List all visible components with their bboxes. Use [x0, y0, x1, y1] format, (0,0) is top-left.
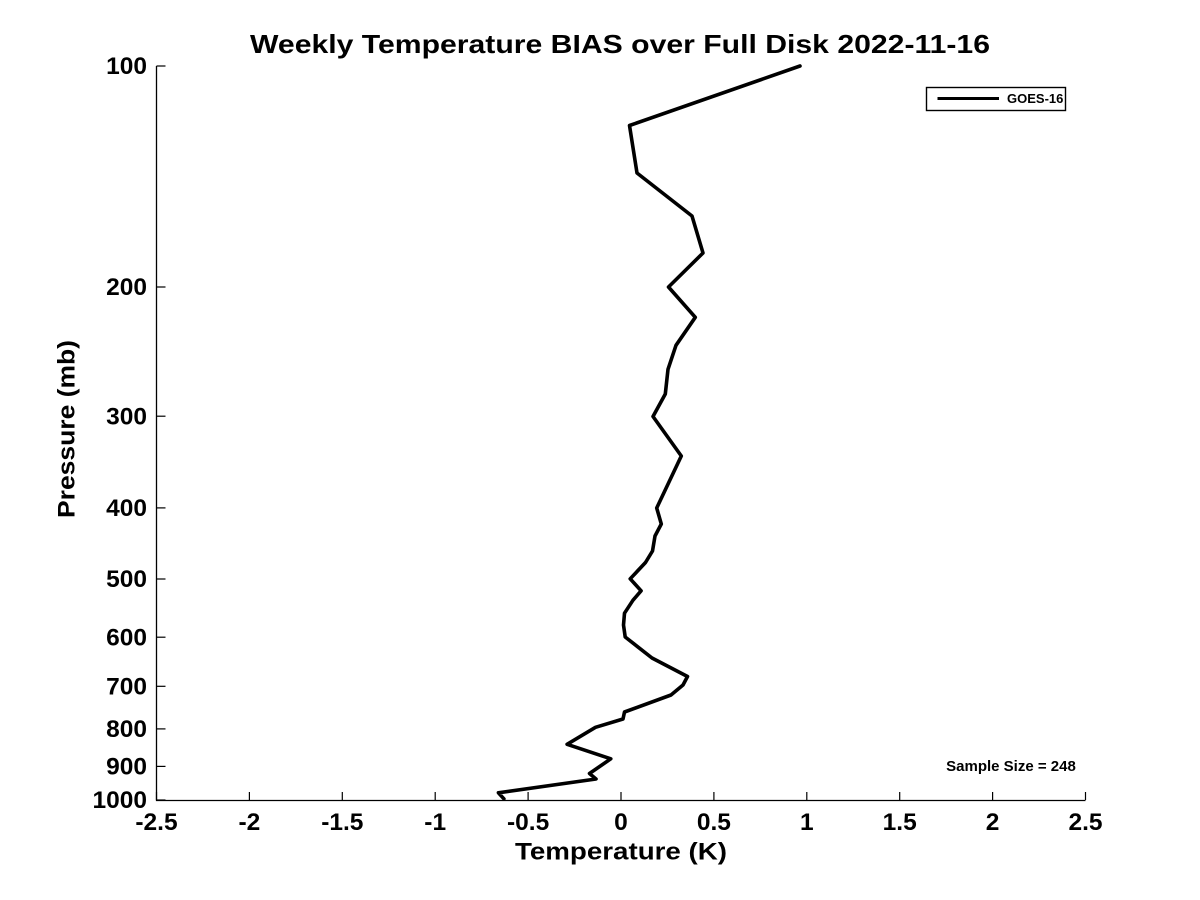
svg-text:0.5: 0.5 — [697, 809, 731, 836]
svg-text:2: 2 — [986, 809, 1000, 836]
svg-text:0: 0 — [614, 809, 628, 836]
svg-text:1: 1 — [800, 809, 814, 836]
svg-text:2.5: 2.5 — [1068, 809, 1102, 836]
svg-text:700: 700 — [106, 673, 147, 700]
svg-text:-0.5: -0.5 — [507, 809, 549, 836]
svg-text:Weekly Temperature BIAS over F: Weekly Temperature BIAS over Full Disk 2… — [250, 29, 990, 59]
svg-text:500: 500 — [106, 566, 147, 593]
svg-text:600: 600 — [106, 624, 147, 651]
svg-text:1000: 1000 — [92, 787, 147, 814]
svg-text:100: 100 — [106, 53, 147, 80]
svg-text:Temperature (K): Temperature (K) — [515, 839, 727, 866]
svg-text:900: 900 — [106, 754, 147, 781]
svg-text:Sample Size = 248: Sample Size = 248 — [946, 758, 1076, 775]
svg-text:-1: -1 — [424, 809, 446, 836]
svg-text:1.5: 1.5 — [883, 809, 917, 836]
svg-text:GOES-16: GOES-16 — [1007, 91, 1063, 106]
svg-text:400: 400 — [106, 495, 147, 522]
svg-text:200: 200 — [106, 274, 147, 301]
svg-text:Pressure (mb): Pressure (mb) — [54, 340, 81, 518]
svg-text:-2: -2 — [239, 809, 261, 836]
svg-text:300: 300 — [106, 403, 147, 430]
svg-text:-2.5: -2.5 — [135, 809, 177, 836]
svg-text:-1.5: -1.5 — [321, 809, 363, 836]
svg-text:800: 800 — [106, 716, 147, 743]
